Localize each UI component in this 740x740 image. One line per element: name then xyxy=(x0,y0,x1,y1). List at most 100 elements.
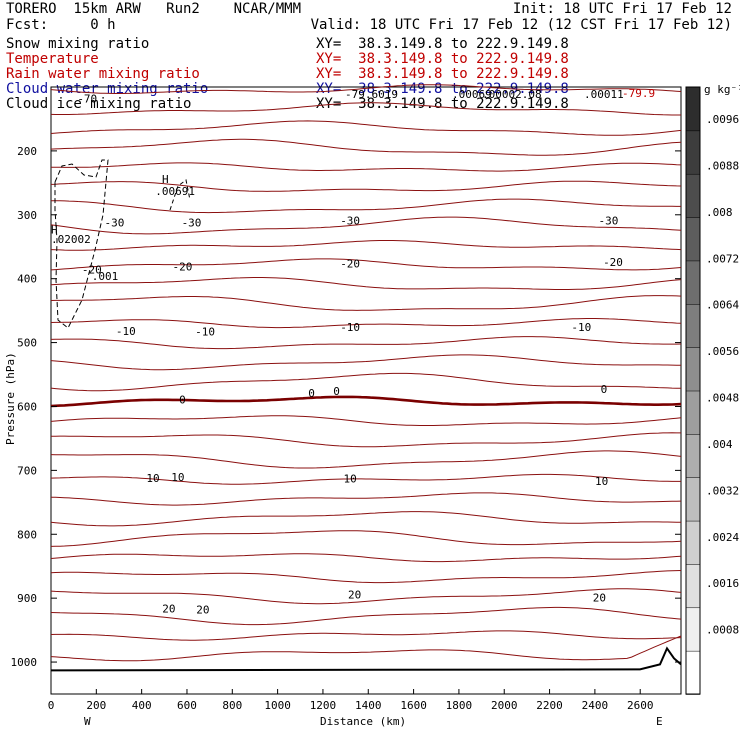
x-tick-label: 800 xyxy=(222,699,242,712)
isotherm xyxy=(50,630,682,641)
colorbar-cell xyxy=(685,520,701,565)
x-tick-label: 2600 xyxy=(627,699,654,712)
valid-time: Valid: 18 UTC Fri 17 Feb 12 (12 CST Fri … xyxy=(310,17,732,33)
colorbar-cell xyxy=(685,433,701,478)
isotherm xyxy=(50,180,682,192)
isotherm xyxy=(50,606,682,626)
temperature-contour-label: 0 xyxy=(179,393,186,406)
isotherm xyxy=(50,492,682,506)
snow-contour-small xyxy=(169,179,191,211)
isotherm xyxy=(50,120,682,136)
y-tick-label: 1000 xyxy=(11,656,38,669)
snow-mixing-ratio-contours xyxy=(54,159,191,329)
terrain-line xyxy=(50,646,682,672)
temperature-contour-label: 20 xyxy=(593,592,606,605)
mixing-ratio-label: H xyxy=(51,223,58,236)
colorbar-cell xyxy=(685,476,701,522)
model-title: TORERO 15km ARW Run2 NCAR/MMM xyxy=(6,1,302,17)
isotherm xyxy=(50,354,682,371)
colorbar-cell xyxy=(685,86,701,132)
field-snow-name: Snow mixing ratio xyxy=(6,36,150,52)
temperature-contour-label: 20 xyxy=(348,588,361,601)
east-end-label: E xyxy=(656,715,663,728)
isotherm xyxy=(50,372,682,392)
isotherm xyxy=(50,415,682,426)
temperature-contour-label: -20 xyxy=(82,264,102,277)
temperature-contour-label: -30 xyxy=(599,215,619,228)
isotherm xyxy=(50,84,682,94)
snow-contour-left xyxy=(54,159,109,329)
temperature-contour-label: -70 xyxy=(77,93,97,106)
temperature-contour-label: -30 xyxy=(340,215,360,228)
colorbar-tick-label: .0032 xyxy=(706,484,739,497)
isotherm xyxy=(50,138,682,156)
isotherm xyxy=(50,635,682,662)
y-tick-label: 500 xyxy=(17,337,37,350)
x-axis-label: Distance (km) xyxy=(320,715,406,728)
temperature-contour-label: 10 xyxy=(595,475,608,488)
forecast-hour: Fcst: 0 h xyxy=(6,17,116,33)
temperature-contour-label: 20 xyxy=(162,602,175,615)
temperature-contour-label: -10 xyxy=(116,325,136,338)
isotherm xyxy=(50,240,682,251)
field-temperature-name: Temperature xyxy=(6,51,99,67)
mixing-ratio-label: .001 xyxy=(92,270,119,283)
axis-ticks: 0 200 400 600 800 1000 1200 1400 1600 1800 2000 220… xyxy=(11,145,681,712)
isotherm xyxy=(50,450,682,469)
colorbar: .0008 .0016 .0024 .0032 .004 .0048 .0056 .0064.… xyxy=(685,83,740,695)
y-tick-label: 300 xyxy=(17,209,37,222)
y-tick-label: 400 xyxy=(17,273,37,286)
mixing-ratio-label: .00691 xyxy=(155,185,195,198)
y-axis-label: Pressure (hPa) xyxy=(4,352,17,445)
mixing-ratio-label: .02002 xyxy=(51,233,91,246)
colorbar-cell xyxy=(685,303,701,348)
temperature-contour-label: -30 xyxy=(182,216,202,229)
ground-surface xyxy=(50,646,682,672)
x-tick-label: 200 xyxy=(86,699,106,712)
isotherm xyxy=(50,277,682,290)
colorbar-tick-label: .008 xyxy=(706,206,733,219)
colorbar-tick-label: .0008 xyxy=(706,624,739,637)
field-rain-name: Rain water mixing ratio xyxy=(6,66,200,82)
isotherm xyxy=(50,102,681,116)
west-end-label: W xyxy=(84,715,91,728)
isotherm xyxy=(50,530,682,547)
top-edge-label: -79.9 xyxy=(622,87,655,100)
plot-frame xyxy=(50,86,682,695)
temperature-contour-label: 10 xyxy=(344,473,357,486)
isotherm xyxy=(50,553,682,563)
top-edge-label: -79.6019 xyxy=(345,88,398,101)
x-tick-label: 2400 xyxy=(582,699,609,712)
colorbar-tick-label: .004 xyxy=(706,438,733,451)
temperature-contour-label: -10 xyxy=(340,321,360,334)
isotherm xyxy=(51,198,681,214)
y-tick-label: 200 xyxy=(17,145,37,158)
colorbar-tick-label: .0016 xyxy=(706,577,739,590)
x-tick-label: 2000 xyxy=(491,699,518,712)
temperature-contour-label: -20 xyxy=(173,261,193,274)
x-tick-label: 400 xyxy=(132,699,152,712)
colorbar-cell xyxy=(685,563,701,609)
colorbar-unit: g kg⁻¹ xyxy=(704,83,740,96)
colorbar-tick-label: .0088 xyxy=(706,159,739,172)
colorbar-tick-label: .0072 xyxy=(706,252,739,265)
field-temperature-xy: XY= 38.3.149.8 to 222.9.149.8 xyxy=(316,51,569,67)
colorbar-tick-label: .0056 xyxy=(706,345,739,358)
colorbar-tick-label: .0064 xyxy=(706,299,739,312)
isotherm xyxy=(50,295,682,311)
field-snow-xy: XY= 38.3.149.8 to 222.9.149.8 xyxy=(316,36,569,52)
colorbar-cell xyxy=(685,260,701,305)
colorbar-cell xyxy=(685,390,701,435)
isotherm-zero xyxy=(50,395,682,408)
y-tick-label: 600 xyxy=(17,400,37,413)
temperature-contour-label: 10 xyxy=(146,472,159,485)
x-tick-label: 1000 xyxy=(264,699,291,712)
contour-labels: -70 -30 -30 -30 -30 -20 -20 -20 -20 -10 -10 -10 -10 0… xyxy=(51,93,623,617)
field-rain-xy: XY= 38.3.149.8 to 222.9.149.8 xyxy=(316,66,569,82)
temperature-contour-label: -20 xyxy=(603,256,623,269)
colorbar-cell xyxy=(685,607,701,652)
mixing-ratio-label: H xyxy=(162,173,169,186)
colorbar-tick-label: .0096 xyxy=(706,113,739,126)
x-tick-label: 1400 xyxy=(355,699,382,712)
